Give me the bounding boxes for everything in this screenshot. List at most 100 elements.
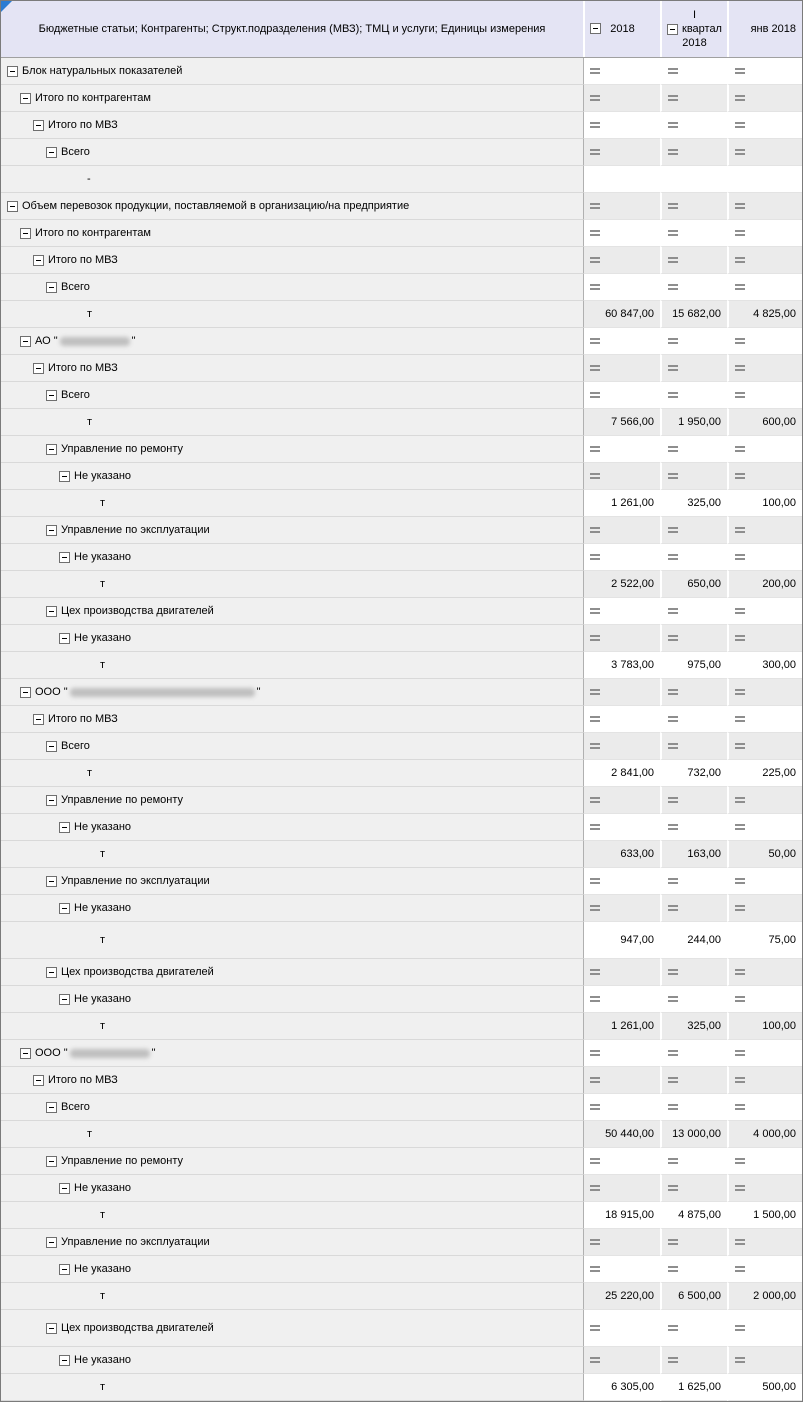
data-cell-collapsed[interactable] xyxy=(583,1310,660,1347)
equals-icon[interactable] xyxy=(590,1239,600,1245)
equals-icon[interactable] xyxy=(668,1185,678,1191)
collapse-icon[interactable] xyxy=(46,740,57,752)
equals-icon[interactable] xyxy=(735,608,745,614)
value-cell[interactable]: 100,00 xyxy=(727,490,802,517)
equals-icon[interactable] xyxy=(735,996,745,1002)
equals-icon[interactable] xyxy=(735,446,745,452)
data-cell-collapsed[interactable] xyxy=(727,706,802,733)
data-cell-empty[interactable] xyxy=(727,166,802,193)
data-cell-collapsed[interactable] xyxy=(660,679,727,706)
equals-icon[interactable] xyxy=(590,797,600,803)
data-cell-collapsed[interactable] xyxy=(583,355,660,382)
row-label-cell[interactable]: Всего xyxy=(1,139,583,166)
equals-icon[interactable] xyxy=(668,1050,678,1056)
data-cell-collapsed[interactable] xyxy=(660,733,727,760)
row-label-cell[interactable]: т xyxy=(1,1013,583,1040)
equals-icon[interactable] xyxy=(735,905,745,911)
equals-icon[interactable] xyxy=(590,905,600,911)
data-cell-collapsed[interactable] xyxy=(660,959,727,986)
row-label-cell[interactable]: АО " " xyxy=(1,328,583,355)
data-cell-collapsed[interactable] xyxy=(583,517,660,544)
equals-icon[interactable] xyxy=(735,716,745,722)
value-cell[interactable]: 500,00 xyxy=(727,1374,802,1401)
equals-icon[interactable] xyxy=(668,392,678,398)
data-cell-collapsed[interactable] xyxy=(727,436,802,463)
row-label-cell[interactable]: т xyxy=(1,841,583,868)
row-label-cell[interactable]: т xyxy=(1,1202,583,1229)
collapse-icon[interactable] xyxy=(59,1354,70,1366)
data-cell-collapsed[interactable] xyxy=(583,868,660,895)
row-label-cell[interactable]: ООО " " xyxy=(1,679,583,706)
equals-icon[interactable] xyxy=(590,969,600,975)
value-cell[interactable]: 6 500,00 xyxy=(660,1283,727,1310)
row-label-cell[interactable]: Не указано xyxy=(1,1175,583,1202)
data-cell-collapsed[interactable] xyxy=(727,463,802,490)
data-cell-collapsed[interactable] xyxy=(727,733,802,760)
value-cell[interactable]: 1 500,00 xyxy=(727,1202,802,1229)
value-cell[interactable]: 1 261,00 xyxy=(583,1013,660,1040)
equals-icon[interactable] xyxy=(668,1357,678,1363)
row-label-cell[interactable]: т xyxy=(1,1283,583,1310)
equals-icon[interactable] xyxy=(668,284,678,290)
row-label-cell[interactable]: Итого по МВЗ xyxy=(1,112,583,139)
data-cell-collapsed[interactable] xyxy=(727,112,802,139)
value-cell[interactable]: 7 566,00 xyxy=(583,409,660,436)
data-cell-collapsed[interactable] xyxy=(727,1256,802,1283)
row-label-cell[interactable]: т xyxy=(1,760,583,787)
value-cell[interactable]: 13 000,00 xyxy=(660,1121,727,1148)
data-cell-collapsed[interactable] xyxy=(660,986,727,1013)
equals-icon[interactable] xyxy=(735,365,745,371)
collapse-icon[interactable] xyxy=(667,23,678,35)
equals-icon[interactable] xyxy=(735,1325,745,1331)
equals-icon[interactable] xyxy=(735,969,745,975)
equals-icon[interactable] xyxy=(590,743,600,749)
collapse-icon[interactable] xyxy=(46,1322,57,1334)
collapse-icon[interactable] xyxy=(59,902,70,914)
data-cell-collapsed[interactable] xyxy=(583,328,660,355)
row-label-cell[interactable]: Управление по эксплуатации xyxy=(1,1229,583,1256)
equals-icon[interactable] xyxy=(590,365,600,371)
data-cell-collapsed[interactable] xyxy=(583,1229,660,1256)
equals-icon[interactable] xyxy=(668,689,678,695)
equals-icon[interactable] xyxy=(668,365,678,371)
data-cell-collapsed[interactable] xyxy=(660,436,727,463)
equals-icon[interactable] xyxy=(668,257,678,263)
row-label-cell[interactable]: Не указано xyxy=(1,463,583,490)
collapse-icon[interactable] xyxy=(590,23,601,34)
equals-icon[interactable] xyxy=(668,996,678,1002)
equals-icon[interactable] xyxy=(590,608,600,614)
equals-icon[interactable] xyxy=(590,1158,600,1164)
equals-icon[interactable] xyxy=(668,203,678,209)
value-cell[interactable]: 4 825,00 xyxy=(727,301,802,328)
value-cell[interactable]: 50 440,00 xyxy=(583,1121,660,1148)
data-cell-collapsed[interactable] xyxy=(583,679,660,706)
data-cell-collapsed[interactable] xyxy=(727,1067,802,1094)
data-cell-collapsed[interactable] xyxy=(583,1040,660,1067)
equals-icon[interactable] xyxy=(590,554,600,560)
data-cell-collapsed[interactable] xyxy=(727,895,802,922)
data-cell-collapsed[interactable] xyxy=(660,328,727,355)
equals-icon[interactable] xyxy=(735,338,745,344)
collapse-icon[interactable] xyxy=(46,794,57,806)
data-cell-collapsed[interactable] xyxy=(727,787,802,814)
equals-icon[interactable] xyxy=(735,68,745,74)
collapse-icon[interactable] xyxy=(46,875,57,887)
data-cell-collapsed[interactable] xyxy=(660,1256,727,1283)
data-cell-collapsed[interactable] xyxy=(727,58,802,85)
data-cell-collapsed[interactable] xyxy=(727,544,802,571)
data-cell-collapsed[interactable] xyxy=(727,1094,802,1121)
row-label-cell[interactable]: Итого по контрагентам xyxy=(1,85,583,112)
equals-icon[interactable] xyxy=(668,905,678,911)
data-cell-collapsed[interactable] xyxy=(727,1310,802,1347)
equals-icon[interactable] xyxy=(668,1325,678,1331)
equals-icon[interactable] xyxy=(590,716,600,722)
data-cell-collapsed[interactable] xyxy=(660,1229,727,1256)
data-cell-collapsed[interactable] xyxy=(727,382,802,409)
collapse-icon[interactable] xyxy=(33,713,44,725)
value-cell[interactable]: 1 261,00 xyxy=(583,490,660,517)
equals-icon[interactable] xyxy=(735,284,745,290)
row-label-cell[interactable]: Цех производства двигателей xyxy=(1,598,583,625)
equals-icon[interactable] xyxy=(590,635,600,641)
data-cell-collapsed[interactable] xyxy=(660,868,727,895)
data-cell-collapsed[interactable] xyxy=(660,193,727,220)
